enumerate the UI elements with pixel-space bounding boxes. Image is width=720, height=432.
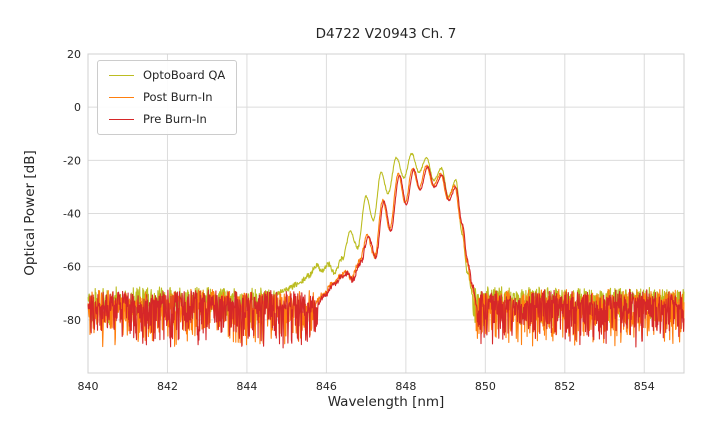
- chart-title: D4722 V20943 Ch. 7: [315, 26, 457, 42]
- y-tick-labels: -80 -60 -40 -20 0 20: [63, 48, 81, 327]
- y-tick-label: -40: [63, 208, 81, 221]
- legend: OptoBoard QA Post Burn-In Pre Burn-In: [97, 60, 238, 135]
- legend-label: OptoBoard QA: [143, 68, 226, 82]
- legend-item-0: OptoBoard QA: [109, 68, 225, 83]
- x-tick-label: 844: [236, 380, 257, 393]
- plot-frame: [87, 53, 685, 374]
- y-tick-label: 20: [67, 48, 81, 61]
- y-tick-label: -80: [63, 314, 81, 327]
- x-tick-label: 840: [78, 380, 99, 393]
- series-line-2: [87, 165, 685, 349]
- y-tick-label: 0: [74, 101, 81, 114]
- x-tick-label: 850: [475, 380, 496, 393]
- y-tick-label: -60: [63, 261, 81, 274]
- legend-item-1: Post Burn-In: [109, 90, 225, 105]
- x-tick-label: 846: [316, 380, 337, 393]
- x-tick-label: 854: [634, 380, 655, 393]
- y-axis-label: Optical Power [dB]: [22, 150, 38, 276]
- x-tick-label: 842: [157, 380, 178, 393]
- x-axis-label: Wavelength [nm]: [327, 394, 445, 410]
- x-tick-labels: 840 842 844 846 848 850 852 854: [78, 380, 655, 393]
- x-tick-label: 852: [554, 380, 575, 393]
- legend-line-swatch: [109, 75, 134, 76]
- y-tick-label: -20: [63, 154, 81, 167]
- legend-line-swatch: [109, 97, 134, 98]
- legend-item-2: Pre Burn-In: [109, 112, 225, 127]
- legend-line-swatch: [109, 119, 134, 120]
- legend-label: Post Burn-In: [143, 90, 213, 104]
- legend-label: Pre Burn-In: [143, 112, 207, 126]
- x-tick-label: 848: [395, 380, 416, 393]
